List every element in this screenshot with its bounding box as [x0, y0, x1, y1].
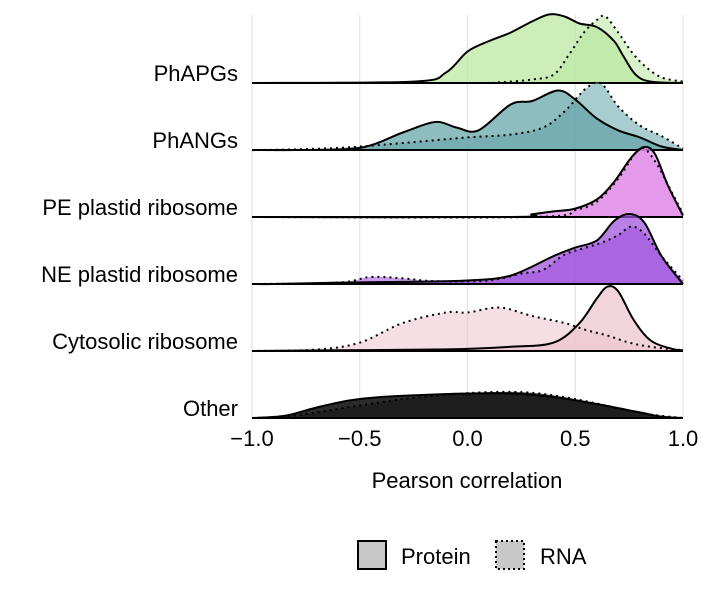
- legend-key-rna: [495, 540, 525, 570]
- protein-density-line: [251, 212, 684, 286]
- ridges: [251, 13, 684, 419]
- category-label: NE plastid ribosome: [41, 262, 238, 287]
- rna-density-fill: [252, 307, 683, 351]
- legend: Protein RNA: [357, 540, 587, 570]
- x-tick-label: 0.0: [452, 426, 483, 451]
- legend-label-rna: RNA: [540, 544, 587, 569]
- x-tick-label: 0.5: [560, 426, 591, 451]
- x-axis-ticks: −1.0 −0.5 0.0 0.5 1.0: [230, 426, 698, 451]
- ridge-phangs: [251, 81, 684, 152]
- rna-density-fill: [252, 82, 683, 151]
- category-label: PhANGs: [152, 128, 238, 153]
- rna-density-fill: [252, 147, 683, 218]
- category-label: Cytosolic ribosome: [52, 329, 238, 354]
- ridge-pe-plastid-ribosome: [251, 145, 684, 219]
- x-tick-label: −0.5: [338, 426, 381, 451]
- rna-density-line: [251, 14, 684, 85]
- ridge-ne-plastid-ribosome: [251, 212, 684, 286]
- protein-density-line: [251, 13, 684, 84]
- rna-density-fill: [252, 226, 683, 284]
- ridge-other: [251, 390, 684, 419]
- protein-density-line: [251, 285, 684, 352]
- rna-density-fill: [252, 391, 683, 418]
- category-labels: PhAPGs PhANGs PE plastid ribosome NE plasti…: [41, 61, 238, 421]
- rna-density-fill: [252, 15, 683, 84]
- category-label: Other: [183, 396, 238, 421]
- ridge-cytosolic-ribosome: [251, 285, 684, 352]
- protein-density-line: [251, 89, 684, 152]
- ridge-phapgs: [251, 13, 684, 85]
- rna-density-line: [251, 390, 684, 419]
- rna-density-line: [251, 306, 684, 352]
- x-axis-label: Pearson correlation: [372, 468, 563, 493]
- legend-label-protein: Protein: [401, 544, 471, 569]
- legend-key-protein: [357, 540, 387, 570]
- x-tick-label: 1.0: [668, 426, 699, 451]
- x-tick-label: −1.0: [230, 426, 273, 451]
- category-label: PhAPGs: [154, 61, 238, 86]
- rna-density-line: [251, 81, 684, 152]
- category-label: PE plastid ribosome: [42, 195, 238, 220]
